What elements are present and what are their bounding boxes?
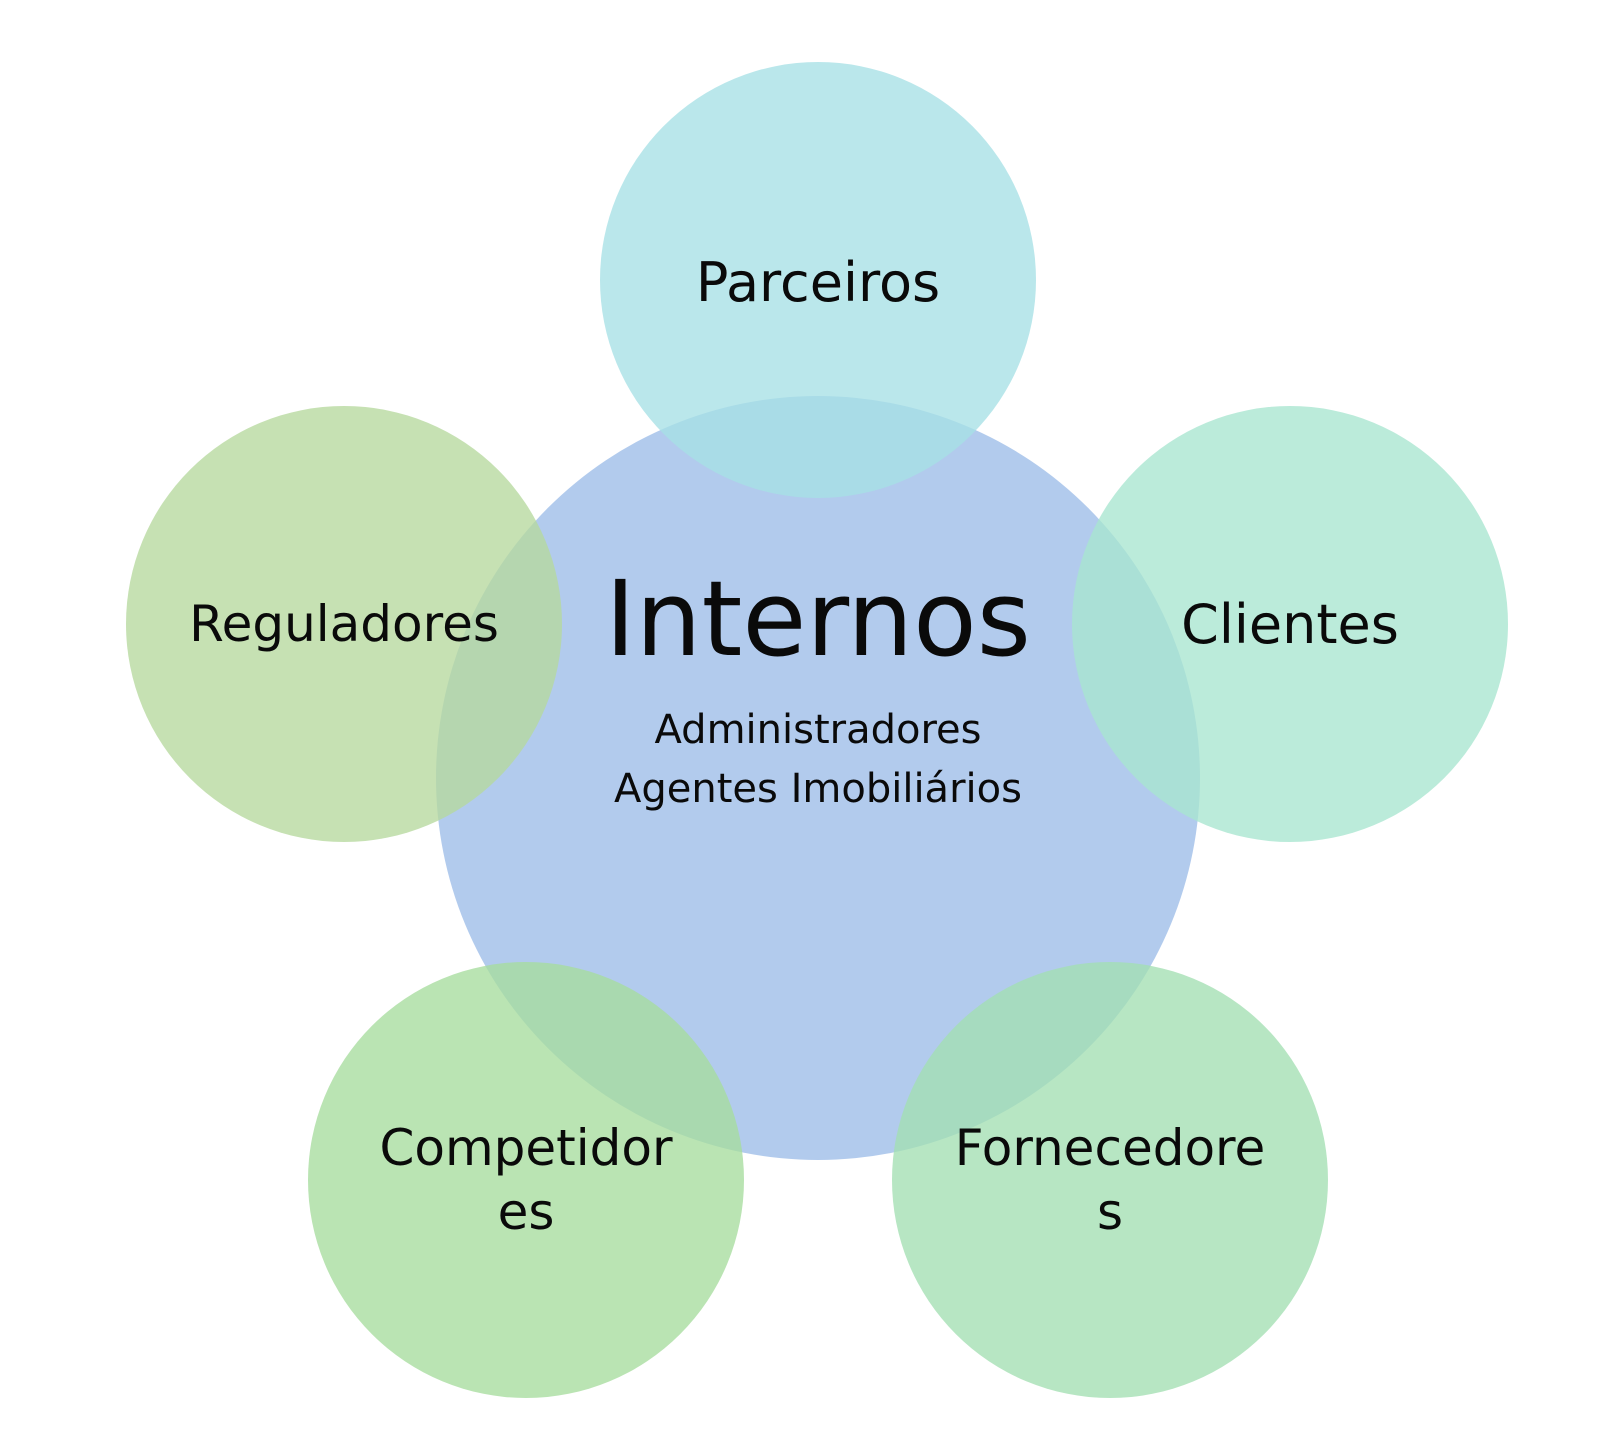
circle-parceiros	[600, 62, 1036, 498]
label-reguladores: Reguladores	[189, 595, 499, 653]
center-title: Internos	[605, 558, 1031, 680]
center-line-2: Agentes Imobiliários	[614, 766, 1022, 812]
circle-fornecedores	[892, 962, 1328, 1398]
label-parceiros: Parceiros	[696, 251, 940, 314]
circle-clientes	[1072, 406, 1508, 842]
label-fornecedores-2: s	[1097, 1183, 1123, 1241]
label-competidores-1: Competidor	[379, 1119, 673, 1177]
label-clientes: Clientes	[1181, 593, 1399, 656]
center-line-1: Administradores	[655, 707, 982, 753]
circle-competidores	[308, 962, 744, 1398]
center-circle-internos	[436, 396, 1200, 1160]
circle-reguladores	[126, 406, 562, 842]
label-fornecedores-1: Fornecedore	[955, 1119, 1266, 1177]
label-competidores-2: es	[498, 1183, 555, 1241]
